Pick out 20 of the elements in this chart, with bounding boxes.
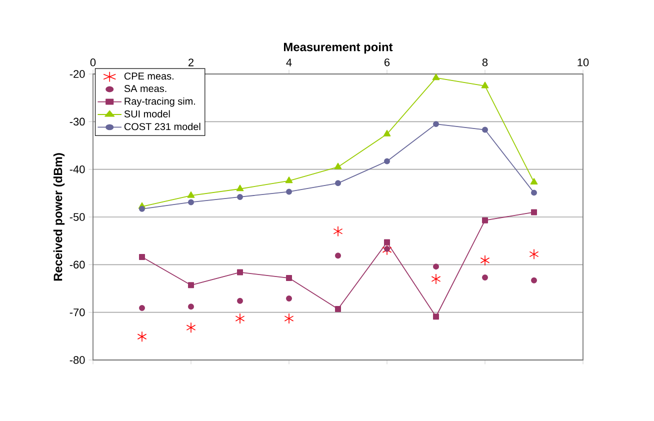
x-tick-label: 10 (578, 58, 589, 66)
legend-label: CPE meas. (124, 72, 174, 80)
x-tick-label: 8 (482, 58, 488, 66)
y-tick-label: -70 (70, 308, 85, 316)
x-tick-label: 6 (384, 58, 390, 66)
x-axis-title: Measurement point (284, 42, 393, 54)
y-tick-label: -30 (70, 118, 85, 126)
x-tick-label: 0 (90, 58, 96, 66)
y-tick-label: -20 (70, 70, 85, 78)
x-tick-label: 2 (188, 58, 194, 66)
y-tick-label: -60 (70, 260, 85, 269)
y-axis-title: Received power (dBm) (53, 153, 65, 281)
y-tick-label: -50 (70, 213, 85, 221)
legend-label: SUI model (124, 110, 170, 118)
x-tick-label: 4 (286, 58, 292, 66)
y-tick-label: -40 (70, 165, 85, 174)
legend-label: Ray-tracing sim. (124, 97, 195, 107)
y-tick-label: -80 (70, 356, 85, 364)
legend-label: COST 231 model (124, 122, 200, 130)
legend-label: SA meas. (124, 85, 166, 92)
